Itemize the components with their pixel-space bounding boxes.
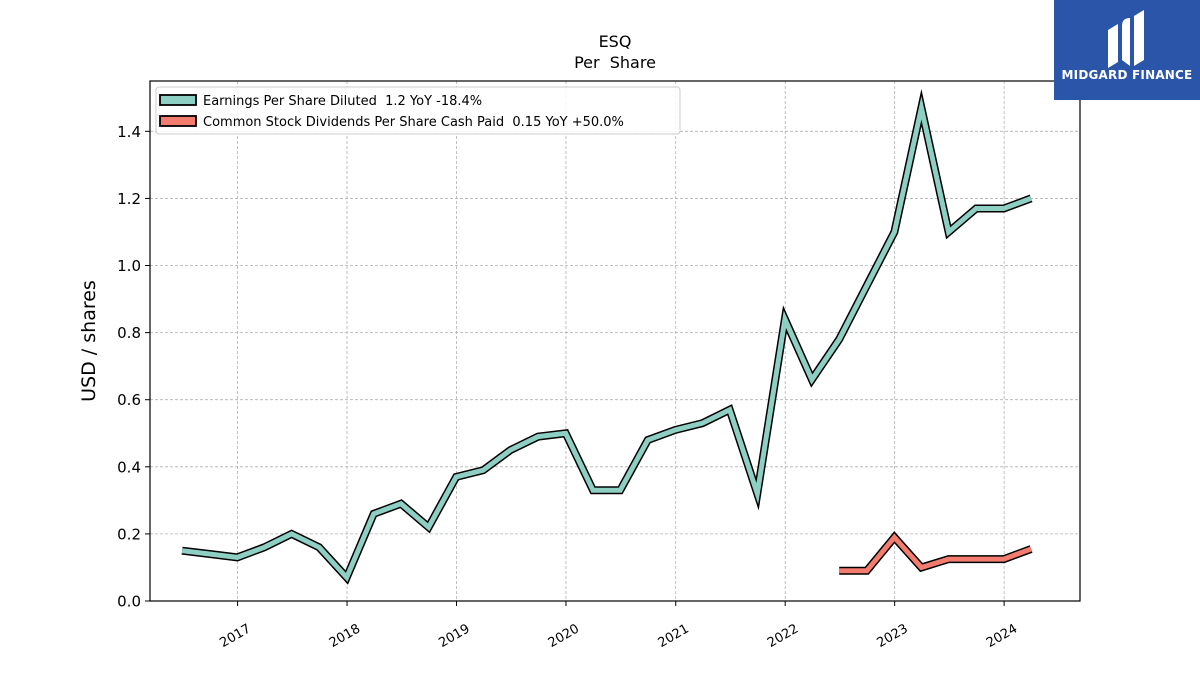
x-tick-label: 2021 — [656, 621, 692, 651]
x-tick-label: 2024 — [984, 621, 1020, 651]
y-tick-label: 0.4 — [117, 458, 141, 476]
brand-logo-icon — [1108, 10, 1144, 68]
legend: Earnings Per Share Diluted 1.2 YoY -18.4… — [155, 86, 681, 135]
y-tick-label: 1.4 — [117, 123, 141, 141]
brand-logo: MIDGARD FINANCE — [1054, 0, 1200, 100]
series-layer — [181, 89, 1033, 585]
x-tick-label: 2020 — [546, 621, 582, 651]
legend-swatch — [159, 115, 197, 127]
y-tick-label: 0.8 — [117, 324, 141, 342]
brand-name: MIDGARD FINANCE — [1061, 68, 1193, 82]
legend-label: Earnings Per Share Diluted 1.2 YoY -18.4… — [203, 94, 482, 109]
y-tick-label: 0.2 — [117, 525, 141, 543]
series-line-0 — [181, 96, 1032, 583]
chart-subtitle: Per Share — [574, 53, 656, 72]
legend-label: Common Stock Dividends Per Share Cash Pa… — [203, 115, 624, 130]
x-tick-label: 2022 — [765, 621, 801, 651]
x-axis: 2017 2018 2019 2020 2021 2022 2023 2024 — [217, 601, 1020, 651]
x-tick-label: 2018 — [327, 621, 363, 651]
plot-frame — [149, 80, 1081, 602]
x-tick-label: 2019 — [436, 621, 472, 651]
legend-swatch — [159, 94, 197, 106]
y-axis: 0.0 0.2 0.4 0.6 0.8 1.0 1.2 1.4 — [117, 123, 150, 611]
grid-layer — [150, 81, 1080, 602]
y-tick-label: 0.0 — [117, 593, 141, 611]
series-line-1 — [839, 533, 1032, 574]
y-axis-label: USD / shares — [78, 280, 100, 402]
chart-title: ESQ — [599, 32, 632, 51]
x-tick-label: 2023 — [874, 621, 910, 651]
y-tick-label: 1.0 — [117, 257, 141, 275]
y-tick-label: 1.2 — [117, 190, 141, 208]
legend-box — [155, 86, 681, 135]
y-tick-label: 0.6 — [117, 391, 141, 409]
x-tick-label: 2017 — [217, 621, 253, 651]
